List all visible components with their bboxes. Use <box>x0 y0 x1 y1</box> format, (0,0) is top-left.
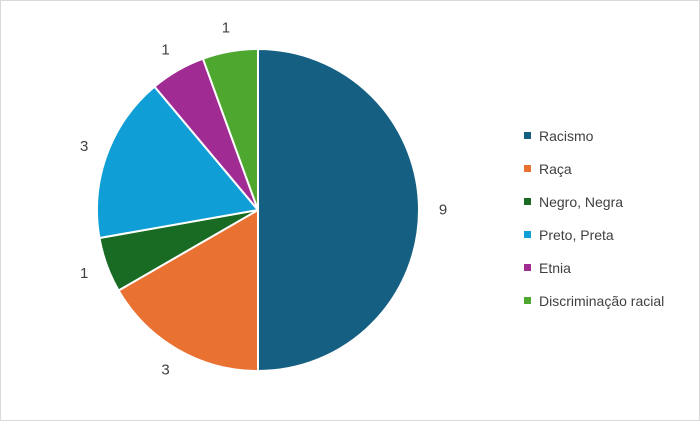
data-label-preto-preta: 3 <box>80 138 88 155</box>
legend-swatch-racismo <box>524 132 531 139</box>
legend-label-preto-preta: Preto, Preta <box>539 226 614 243</box>
pie-slice-racismo <box>257 48 420 372</box>
legend-swatch-negro-negra <box>524 198 531 205</box>
chart-legend: Racismo Raça Negro, Negra Preto, Preta E… <box>524 119 694 317</box>
legend-label-racismo: Racismo <box>539 127 594 144</box>
data-label-racismo: 9 <box>439 202 447 219</box>
legend-label-negro-negra: Negro, Negra <box>539 193 624 210</box>
legend-label-raca: Raça <box>539 160 572 177</box>
legend-item-negro-negra: Negro, Negra <box>524 185 694 218</box>
legend-swatch-discriminacao-racial <box>524 297 531 304</box>
data-label-etnia: 1 <box>161 41 169 58</box>
legend-label-discriminacao-racial: Discriminação racial <box>539 292 665 309</box>
data-label-raca: 3 <box>161 362 169 379</box>
legend-swatch-preto-preta <box>524 231 531 238</box>
legend-item-discriminacao-racial: Discriminação racial <box>524 284 694 317</box>
legend-swatch-raca <box>524 165 531 172</box>
legend-item-preto-preta: Preto, Preta <box>524 218 694 251</box>
legend-label-etnia: Etnia <box>539 259 571 276</box>
data-label-discriminacao-racial: 1 <box>222 19 230 36</box>
data-label-negro-negra: 1 <box>80 265 88 282</box>
legend-item-raca: Raça <box>524 152 694 185</box>
pie-slice-discriminacao-racial <box>201 48 259 211</box>
pie-slice-preto-preta <box>96 85 259 239</box>
pie-slices <box>96 48 420 372</box>
pie-slice-raca <box>117 209 259 372</box>
legend-swatch-etnia <box>524 264 531 271</box>
pie-data-labels: 9 3 1 3 1 1 <box>80 19 447 378</box>
legend-item-racismo: Racismo <box>524 119 694 152</box>
legend-item-etnia: Etnia <box>524 251 694 284</box>
